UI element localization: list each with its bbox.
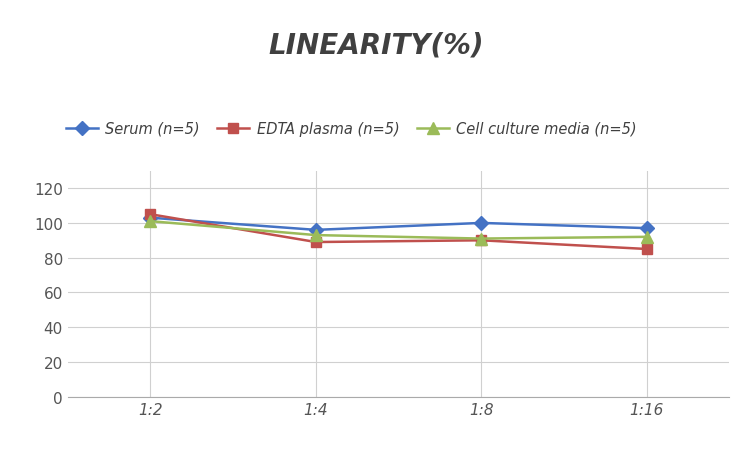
Serum (n=5): [642, 226, 651, 231]
Text: LINEARITY(%): LINEARITY(%): [268, 32, 484, 60]
EDTA plasma (n=5): [311, 240, 320, 245]
Line: EDTA plasma (n=5): EDTA plasma (n=5): [146, 210, 651, 254]
EDTA plasma (n=5): [642, 247, 651, 252]
Serum (n=5): [311, 228, 320, 233]
Serum (n=5): [477, 221, 486, 226]
Cell culture media (n=5): [642, 235, 651, 240]
Cell culture media (n=5): [311, 233, 320, 238]
Serum (n=5): [146, 216, 155, 221]
Cell culture media (n=5): [477, 236, 486, 242]
EDTA plasma (n=5): [146, 212, 155, 217]
Line: Serum (n=5): Serum (n=5): [146, 213, 651, 235]
Cell culture media (n=5): [146, 219, 155, 225]
Line: Cell culture media (n=5): Cell culture media (n=5): [145, 216, 652, 244]
Legend: Serum (n=5), EDTA plasma (n=5), Cell culture media (n=5): Serum (n=5), EDTA plasma (n=5), Cell cul…: [60, 115, 643, 142]
EDTA plasma (n=5): [477, 238, 486, 244]
